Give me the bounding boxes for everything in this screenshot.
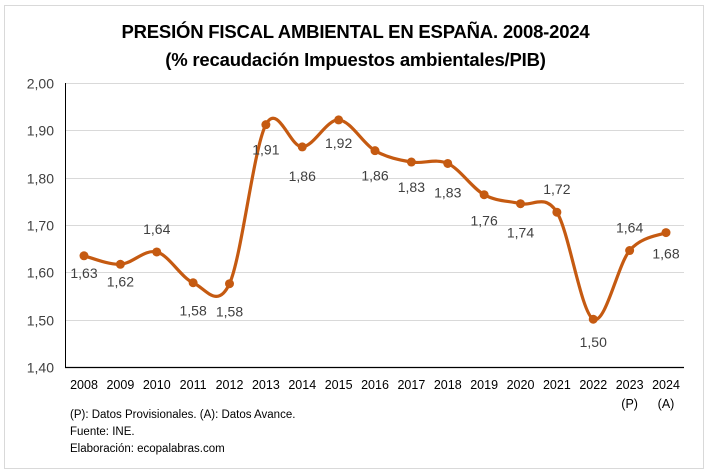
data-label: 1,83	[398, 179, 425, 195]
data-label: 1,63	[70, 265, 97, 281]
x-tick-label: 2017	[397, 378, 425, 392]
data-label: 1,76	[471, 213, 498, 229]
x-tick-label: 2010	[143, 378, 171, 392]
chart-frame	[4, 5, 704, 469]
data-label: 1,91	[252, 142, 279, 158]
data-point	[552, 207, 562, 217]
note-elaboration: Elaboración: ecopalabras.com	[70, 443, 225, 455]
gridlines	[65, 83, 684, 321]
y-axis-ticks: 1,40 1,50 1,60 1,70 1,80 1,90 2,00	[27, 76, 54, 376]
data-label: 1,83	[434, 184, 461, 200]
y-tick-label: 2,00	[27, 76, 54, 92]
y-tick-label: 1,40	[27, 360, 54, 376]
data-point	[152, 247, 162, 257]
data-point	[225, 279, 234, 289]
chart-subtitle: (% recaudación Impuestos ambientales/PIB…	[165, 49, 546, 70]
chart-title: PRESIÓN FISCAL AMBIENTAL EN ESPAÑA. 2008…	[121, 21, 590, 42]
x-tick-label: 2009	[106, 378, 134, 392]
x-tick-label: 2008	[70, 378, 98, 392]
x-tick-sublabel: (P)	[621, 397, 638, 411]
x-tick-label: 2018	[434, 378, 462, 392]
series-group	[79, 115, 671, 324]
data-point	[370, 146, 380, 156]
x-tick-sublabel: (A)	[658, 397, 675, 411]
note-provisional: (P): Datos Provisionales. (A): Datos Ava…	[70, 409, 296, 421]
x-axis-ticks: 2008 2009 2010 2011 2012 2013 2014 2015 2016 2017…	[70, 378, 680, 411]
data-point	[479, 190, 489, 200]
x-tick-label: 2013	[252, 378, 280, 392]
y-tick-label: 1,90	[27, 123, 54, 139]
data-point	[297, 142, 307, 152]
data-point	[115, 259, 125, 269]
y-tick-label: 1,60	[27, 265, 54, 281]
data-point	[79, 251, 89, 261]
data-label: 1,92	[325, 135, 352, 151]
data-point	[516, 199, 525, 209]
data-label: 1,64	[143, 221, 170, 237]
data-point	[406, 157, 416, 167]
x-tick-label: 2016	[361, 378, 389, 392]
chart-notes: (P): Datos Provisionales. (A): Datos Ava…	[70, 407, 295, 458]
data-label: 1,86	[289, 168, 316, 184]
x-tick-label: 2024	[652, 378, 680, 392]
note-source: Fuente: INE.	[70, 426, 135, 438]
data-point	[334, 115, 344, 125]
data-label: 1,58	[216, 304, 243, 320]
x-tick-label: 2021	[543, 378, 571, 392]
y-tick-label: 1,70	[27, 218, 54, 234]
x-tick-label: 2023	[616, 378, 644, 392]
data-point	[443, 158, 453, 168]
data-point	[625, 246, 635, 256]
data-label: 1,68	[652, 246, 679, 262]
x-tick-label: 2015	[325, 378, 353, 392]
x-tick-label: 2012	[216, 378, 244, 392]
data-label: 1,62	[107, 273, 134, 289]
data-label: 1,58	[180, 303, 207, 319]
data-label: 1,72	[543, 181, 570, 197]
data-label: 1,50	[580, 334, 607, 350]
x-tick-label: 2022	[579, 378, 607, 392]
x-tick-label: 2014	[288, 378, 316, 392]
data-point	[188, 278, 198, 288]
data-point	[661, 228, 671, 238]
data-labels: 1,63 1,62 1,64 1,58 1,58 1,91 1,86 1,92 1,86 1,83…	[70, 135, 679, 350]
data-point	[588, 314, 598, 324]
x-tick-label: 2019	[470, 378, 498, 392]
data-point	[261, 120, 271, 130]
y-tick-label: 1,80	[27, 171, 54, 187]
axes	[65, 83, 684, 369]
x-tick-label: 2011	[180, 378, 207, 392]
data-label: 1,74	[507, 225, 534, 241]
x-tick-label: 2020	[507, 378, 535, 392]
data-label: 1,86	[361, 168, 388, 184]
data-label: 1,64	[616, 220, 643, 236]
y-tick-label: 1,50	[27, 313, 54, 329]
